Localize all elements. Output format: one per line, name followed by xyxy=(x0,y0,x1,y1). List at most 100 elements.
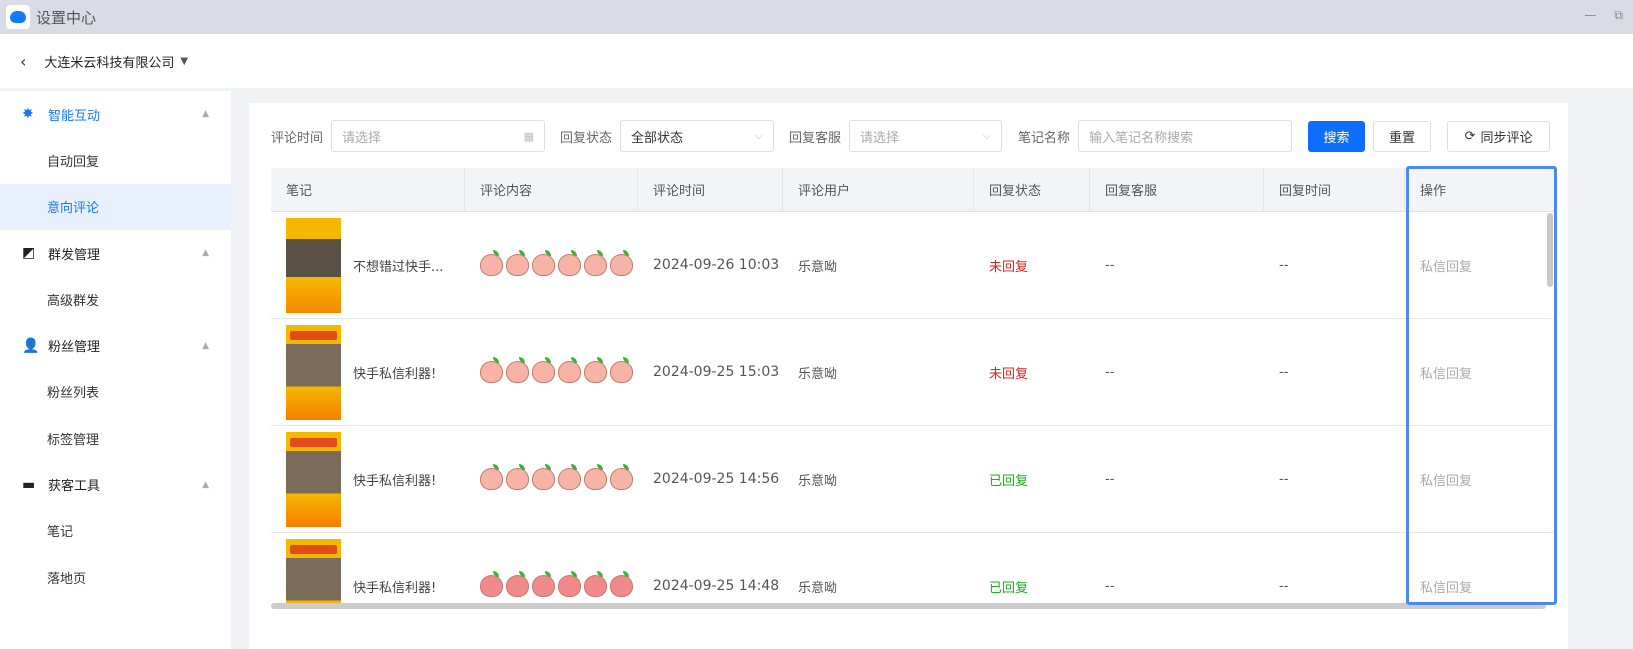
note-name-input[interactable]: 输入笔记名称搜索 xyxy=(1078,120,1293,152)
emoji-icon xyxy=(532,571,555,597)
comment-time-label: 评论时间 xyxy=(271,130,324,146)
horizontal-scrollbar[interactable] xyxy=(271,603,1546,609)
emoji-icon xyxy=(610,571,633,597)
sync-comments-button[interactable]: ⟳ 同步评论 xyxy=(1447,120,1551,152)
sidebar-item-fan-list[interactable]: 粉丝列表 xyxy=(47,386,100,402)
placeholder: 请选择 xyxy=(342,130,382,146)
caret-down-icon[interactable]: ▼ xyxy=(180,55,189,67)
emoji-icon xyxy=(480,571,503,597)
note-thumbnail[interactable] xyxy=(286,217,341,313)
emoji-icon xyxy=(610,464,633,490)
comment-content xyxy=(465,212,638,318)
reply-agent: -- xyxy=(1105,257,1115,273)
vertical-scrollbar[interactable] xyxy=(1547,213,1553,287)
note-title[interactable]: 不想错过快手... xyxy=(353,259,444,275)
broadcast-icon: ◩ xyxy=(22,245,36,261)
column-header: 评论内容 xyxy=(465,168,638,211)
comment-user: 乐意呦 xyxy=(798,259,838,275)
emoji-icon xyxy=(584,357,607,383)
comment-time-picker[interactable]: 请选择 ▦ xyxy=(331,120,546,152)
minimize-button[interactable]: — xyxy=(1584,8,1597,22)
note-thumbnail[interactable] xyxy=(286,538,341,605)
emoji-icon xyxy=(584,250,607,276)
company-selector[interactable]: 大连米云科技有限公司 xyxy=(44,55,175,71)
emoji-icon xyxy=(532,250,555,276)
comment-time: 2024-09-26 10:03 xyxy=(653,257,780,273)
emoji-icon xyxy=(558,250,581,276)
window-title: 设置中心 xyxy=(36,8,97,27)
collapse-icon[interactable]: ▲ xyxy=(202,340,209,351)
collapse-icon[interactable]: ▲ xyxy=(202,248,209,258)
reply-agent: -- xyxy=(1105,471,1115,487)
collapse-icon[interactable]: ▲ xyxy=(202,479,209,490)
reset-button[interactable]: 重置 xyxy=(1373,120,1432,152)
calendar-icon: ▦ xyxy=(523,129,535,143)
table-row: 快手私信利器! 2024-09-25 15:03 乐意呦 未回复 -- -- 私… xyxy=(271,319,1556,426)
comment-user: 乐意呦 xyxy=(798,580,838,596)
reply-status: 未回复 xyxy=(989,259,1029,275)
emoji-icon xyxy=(506,464,529,490)
comment-time: 2024-09-25 14:56 xyxy=(653,471,780,487)
app-logo-icon xyxy=(6,5,30,29)
sidebar-group-fans[interactable]: 👤 粉丝管理 ▲ xyxy=(0,323,231,369)
emoji-icon xyxy=(532,464,555,490)
emoji-icon xyxy=(584,571,607,597)
sidebar-item-landing-page[interactable]: 落地页 xyxy=(47,571,87,587)
sidebar-group-broadcast[interactable]: ◩ 群发管理 ▲ xyxy=(0,230,231,276)
private-reply-link[interactable]: 私信回复 xyxy=(1420,473,1473,489)
note-thumbnail[interactable] xyxy=(286,324,341,420)
restore-button[interactable]: ⧉ xyxy=(1614,8,1623,22)
sidebar-item-intent-comments[interactable]: 意向评论 xyxy=(0,183,231,230)
reply-status-select[interactable]: 全部状态 ⌵ xyxy=(620,120,775,152)
emoji-icon xyxy=(480,357,503,383)
sidebar-item-advanced-broadcast[interactable]: 高级群发 xyxy=(47,293,100,309)
chevron-down-icon: ⌵ xyxy=(982,129,992,142)
comment-user: 乐意呦 xyxy=(798,473,838,489)
star-icon: ✸ xyxy=(22,106,34,122)
emoji-icon xyxy=(558,571,581,597)
note-cell: 快手私信利器! xyxy=(271,319,465,425)
sidebar-group-tools[interactable]: ▬ 获客工具 ▲ xyxy=(0,462,231,508)
emoji-icon xyxy=(506,357,529,383)
reply-agent: -- xyxy=(1105,578,1115,594)
sidebar-item-auto-reply[interactable]: 自动回复 xyxy=(47,154,100,170)
table-row: 不想错过快手... 2024-09-26 10:03 乐意呦 未回复 -- --… xyxy=(271,212,1556,319)
private-reply-link[interactable]: 私信回复 xyxy=(1420,259,1473,275)
emoji-icon xyxy=(480,250,503,276)
note-name-label: 笔记名称 xyxy=(1018,130,1071,146)
refresh-icon: ⟳ xyxy=(1464,128,1476,144)
selected-value: 全部状态 xyxy=(631,130,684,146)
sidebar-item-tags[interactable]: 标签管理 xyxy=(47,432,100,448)
emoji-icon xyxy=(558,464,581,490)
header: ‹ 大连米云科技有限公司 ▼ xyxy=(0,34,1633,88)
reply-agent-select[interactable]: 请选择 ⌵ xyxy=(849,120,1003,152)
back-icon[interactable]: ‹ xyxy=(20,51,27,71)
private-reply-link[interactable]: 私信回复 xyxy=(1420,580,1473,596)
note-thumbnail[interactable] xyxy=(286,431,341,527)
reply-time: -- xyxy=(1279,578,1289,594)
search-button[interactable]: 搜索 xyxy=(1308,120,1366,152)
sidebar-item-notes[interactable]: 笔记 xyxy=(47,525,74,541)
note-title[interactable]: 快手私信利器! xyxy=(353,473,437,489)
placeholder: 输入笔记名称搜索 xyxy=(1089,130,1194,146)
emoji-icon xyxy=(610,357,633,383)
collapse-icon[interactable]: ▲ xyxy=(202,109,209,119)
comment-content xyxy=(465,533,638,605)
note-title[interactable]: 快手私信利器! xyxy=(353,580,437,596)
note-cell: 快手私信利器! xyxy=(271,426,465,532)
comment-content xyxy=(465,426,638,532)
table-header: 笔记 评论内容 评论时间 评论用户 回复状态 回复客服 回复时间 操作 xyxy=(271,168,1556,212)
group-label: 智能互动 xyxy=(48,108,101,124)
sidebar-group-interaction[interactable]: ✸ 智能互动 ▲ xyxy=(0,91,231,137)
reply-status: 已回复 xyxy=(989,580,1029,596)
emoji-icon xyxy=(506,250,529,276)
column-header: 回复客服 xyxy=(1090,168,1264,211)
note-cell: 不想错过快手... xyxy=(271,212,465,318)
comments-table: 笔记 评论内容 评论时间 评论用户 回复状态 回复客服 回复时间 操作 不想错过快手... 2… xyxy=(271,168,1556,605)
private-reply-link[interactable]: 私信回复 xyxy=(1420,366,1473,382)
comment-time: 2024-09-25 15:03 xyxy=(653,364,780,380)
group-label: 获客工具 xyxy=(48,479,101,494)
user-icon: 👤 xyxy=(22,337,40,354)
column-header: 操作 xyxy=(1405,168,1555,211)
note-title[interactable]: 快手私信利器! xyxy=(353,366,437,382)
